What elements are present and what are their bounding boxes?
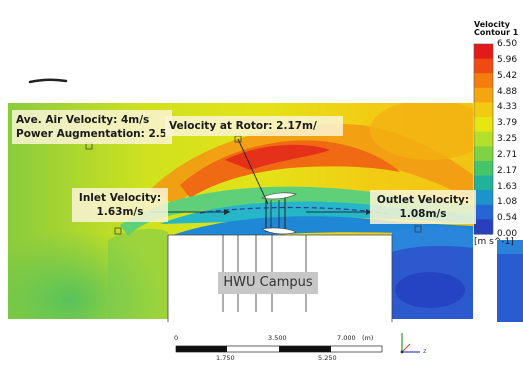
legend-color-swatch <box>474 160 493 177</box>
legend-color-swatch <box>474 102 493 118</box>
legend-color-swatch <box>474 146 493 162</box>
legend-tick-label: 4.88 <box>497 86 518 97</box>
legend-color-swatch <box>474 204 493 220</box>
legend-tick-label: 5.96 <box>497 54 518 65</box>
scale-label-3500: 3.500 <box>268 334 287 342</box>
power-augmentation-text: Power Augmentation: 2.5 <box>16 128 168 140</box>
legend-tick-label: 5.42 <box>497 70 518 81</box>
legend-color-bar <box>473 43 494 235</box>
legend-color-swatch <box>474 131 493 147</box>
legend-color-swatch <box>474 175 493 191</box>
scale-label-1750: 1.750 <box>216 354 235 362</box>
legend-tick-label: 0.00 <box>497 229 518 239</box>
inlet-velocity-callout: Inlet Velocity: 1.63m/s <box>72 188 168 222</box>
legend-color-swatch <box>474 190 493 206</box>
legend-tick-label: 1.08 <box>497 197 518 208</box>
rooftop-turbine <box>261 192 297 235</box>
legend-tick-label: 3.25 <box>497 134 518 144</box>
average-velocity-callout: Ave. Air Velocity: 4m/s Power Augmentati… <box>12 110 172 144</box>
right-partial-field <box>497 240 523 322</box>
legend-color-swatch <box>474 73 493 89</box>
legend-units: [m s^-1] <box>474 237 514 247</box>
corner-stroke-mark <box>28 78 68 84</box>
inlet-probe-marker <box>114 227 122 235</box>
ave-air-velocity-text: Ave. Air Velocity: 4m/s <box>16 114 150 126</box>
legend-title-line2: Contour 1 <box>474 28 519 37</box>
legend-color-swatch <box>474 219 493 235</box>
scale-label-5250: 5.250 <box>318 354 337 362</box>
rotor-velocity-callout: Velocity at Rotor: 2.17m/ <box>165 116 343 136</box>
legend-tick-label: 6.50 <box>497 39 518 49</box>
rotor-leader-line <box>237 138 269 205</box>
outlet-probe-marker <box>414 225 422 233</box>
scale-unit: (m) <box>362 334 374 342</box>
legend-tick-label: 0.54 <box>497 213 518 224</box>
legend-tick-label: 2.17 <box>497 165 518 176</box>
legend-title-line1: Velocity <box>474 21 510 29</box>
outlet-velocity-value: 1.08m/s <box>399 208 447 220</box>
rotor-velocity-text: Velocity at Rotor: 2.17m/ <box>169 120 317 132</box>
legend-tick-label: 2.71 <box>497 149 518 160</box>
inlet-velocity-label: Inlet Velocity: <box>78 192 162 204</box>
legend-color-swatch <box>474 87 493 104</box>
legend-tick-label: 3.79 <box>497 118 518 129</box>
inlet-velocity-value: 1.63m/s <box>96 206 144 218</box>
campus-label: HWU Campus <box>218 272 318 294</box>
scale-bar <box>175 345 383 353</box>
legend-color-swatch <box>474 44 493 60</box>
axis-z-label: z <box>423 347 427 355</box>
legend-tick-label: 4.33 <box>497 102 518 113</box>
rotor-probe-marker <box>234 135 242 143</box>
legend-title: Velocity Contour 1 <box>474 21 523 37</box>
outlet-velocity-callout: Outlet Velocity: 1.08m/s <box>370 190 476 224</box>
legend-color-swatch <box>474 58 493 74</box>
scale-label-7000: 7.000 <box>337 334 356 342</box>
axis-triad <box>400 333 420 354</box>
scale-label-0: 0 <box>174 334 179 342</box>
outlet-velocity-label: Outlet Velocity: <box>376 194 470 206</box>
legend-color-swatch <box>474 117 493 133</box>
legend-frame <box>473 43 494 235</box>
legend-tick-label: 1.63 <box>497 181 518 192</box>
